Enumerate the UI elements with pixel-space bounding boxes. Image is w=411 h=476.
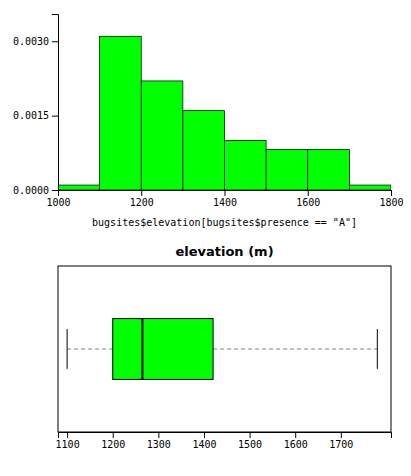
histogram-bar — [266, 149, 308, 190]
x-tick: 1500 — [238, 432, 262, 450]
x-tick-label: 1400 — [213, 197, 237, 208]
y-tick-label: 0.0015 — [13, 110, 49, 121]
box-whisker-cap — [377, 329, 378, 369]
y-tick: 0.0030 — [13, 36, 58, 47]
box-whisker — [67, 349, 113, 350]
x-tick-mark — [225, 190, 226, 196]
y-tick-mark — [52, 116, 58, 117]
x-tick-label: 1200 — [101, 439, 125, 450]
x-tick-mark — [341, 432, 342, 438]
x-tick-mark — [308, 190, 309, 196]
y-tick-mark — [52, 41, 58, 42]
histogram-chart: 1000 1200 1400 1600 1800 0.0000 0.0015 0.0030 bu… — [13, 15, 404, 229]
plot-area — [58, 36, 391, 190]
x-tick: 1200 — [130, 190, 154, 208]
y-tick-label: 0.0000 — [13, 185, 49, 196]
x-tick-mark — [295, 432, 296, 438]
x-tick-label: 1500 — [238, 439, 262, 450]
box-whisker-cap — [67, 329, 68, 369]
y-tick-label: 0.0030 — [13, 36, 49, 47]
x-tick: 1300 — [147, 432, 171, 450]
plot-frame — [58, 266, 391, 432]
x-tick: 1700 — [329, 432, 353, 450]
chart-title: elevation (m) — [175, 244, 273, 259]
x-tick-label: 1700 — [329, 439, 353, 450]
chart-root: 1000 1200 1400 1600 1800 0.0000 0.0015 0.0030 bu… — [0, 0, 411, 476]
x-tick: 1200 — [101, 432, 125, 450]
x-tick-label: 1800 — [379, 197, 403, 208]
histogram-bar — [100, 36, 142, 190]
x-tick: 1100 — [56, 432, 80, 450]
x-tick: 1400 — [213, 190, 237, 208]
y-axis: 0.0000 0.0015 0.0030 — [13, 15, 59, 196]
plot-area — [67, 319, 377, 380]
x-axis-line — [59, 191, 392, 197]
x-tick-mark — [67, 432, 68, 438]
x-tick-mark — [391, 190, 392, 196]
x-tick-mark — [158, 432, 159, 438]
histogram-bar — [58, 185, 100, 190]
x-tick-mark — [250, 432, 251, 438]
histogram-bar — [225, 140, 267, 190]
histogram-bar — [183, 111, 225, 190]
histogram-bar — [141, 81, 183, 190]
x-tick-label: 1200 — [130, 197, 154, 208]
x-tick-label: 1400 — [192, 439, 216, 450]
box-chart: elevation (m) 1100 1200 1300 1400 1500 1600 170… — [56, 244, 392, 450]
x-tick-label: 1600 — [284, 439, 308, 450]
box-body — [113, 319, 213, 380]
histogram-bar — [308, 149, 350, 190]
x-axis: 1100 1200 1300 1400 1500 1600 1700 — [56, 432, 392, 450]
y-tick: 0.0000 — [13, 185, 58, 196]
x-axis-title: bugsites$elevation[bugsites$presence == … — [92, 217, 357, 228]
x-tick: 1400 — [192, 432, 216, 450]
x-tick: 1000 — [46, 190, 70, 208]
x-tick-label: 1600 — [296, 197, 320, 208]
x-tick-mark — [113, 432, 114, 438]
box-median — [141, 319, 143, 380]
x-tick: 1800 — [379, 190, 403, 208]
x-axis: 1000 1200 1400 1600 1800 — [46, 190, 403, 208]
y-tick-mark — [52, 190, 58, 191]
x-tick: 1600 — [284, 432, 308, 450]
y-tick: 0.0015 — [13, 110, 58, 121]
x-tick-label: 1000 — [46, 197, 70, 208]
x-axis-line — [59, 433, 392, 439]
histogram-bar — [349, 185, 391, 190]
x-tick-mark — [141, 190, 142, 196]
box-whisker — [213, 349, 377, 350]
x-tick: 1600 — [296, 190, 320, 208]
x-tick-label: 1100 — [56, 439, 80, 450]
x-tick-label: 1300 — [147, 439, 171, 450]
x-tick-mark — [204, 432, 205, 438]
y-axis-line — [52, 15, 59, 191]
